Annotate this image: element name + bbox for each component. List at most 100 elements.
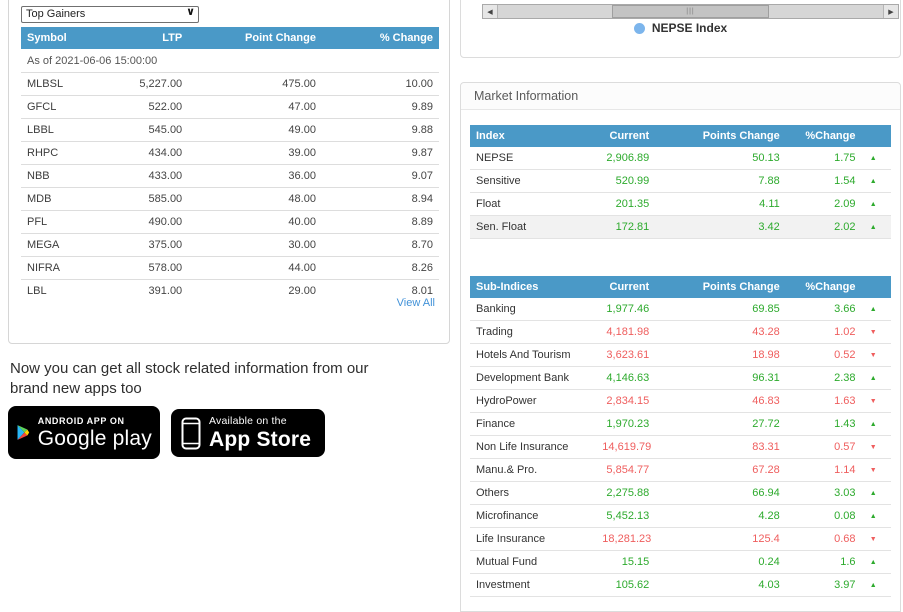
ltp-cell: 522.00 [104,95,189,119]
points-change-cell: 50.13 [655,147,786,170]
ltp-cell: 433.00 [104,164,189,188]
point-change-cell: 47.00 [188,95,322,119]
pct-change-cell: 3.66 [785,298,862,321]
market-index-row: Banking 1,977.46 69.85 3.66 ▲ [470,298,891,321]
index-name-cell: Sen. Float [470,215,597,239]
point-change-cell: 29.00 [188,279,322,302]
ltp-cell: 391.00 [104,279,189,302]
gainer-row: LBL 391.00 29.00 8.01 [21,279,439,302]
pct-change-cell: 2.02 [785,215,862,239]
google-play-icon [17,425,30,440]
points-change-cell: 43.28 [655,320,786,344]
legend-marker-icon [633,22,645,34]
market-index-row: Investment 105.62 4.03 3.97 ▲ [470,573,891,597]
market-index-row: Sen. Float 172.81 3.42 2.02 ▲ [470,215,891,239]
points-change-cell: 27.72 [655,412,786,436]
ltp-cell: 585.00 [104,187,189,211]
point-change-cell: 475.00 [188,72,322,96]
symbol-cell: RHPC [21,141,105,165]
app-store-icon [181,417,201,449]
current-value-cell: 2,275.88 [596,481,656,505]
chart-horizontal-scrollbar[interactable]: ◀ ||| ▶ [482,4,899,19]
ltp-cell: 434.00 [104,141,189,165]
index-name-cell: Trading [470,320,597,344]
google-play-badge[interactable]: ANDROID APP ON Google play [8,406,160,459]
index-name-cell: Microfinance [470,504,597,528]
top-gainers-table: Symbol LTP Point Change % Change As of 2… [21,27,439,302]
market-index-row: NEPSE 2,906.89 50.13 1.75 ▲ [470,147,891,170]
market-information-header: Market Information [461,83,900,110]
col-direction [861,276,891,298]
market-index-row: Development Bank 4,146.63 96.31 2.38 ▲ [470,366,891,390]
trend-arrow-icon: ▲ [861,412,891,436]
ltp-cell: 375.00 [104,233,189,257]
col-sub-indices: Sub-Indices [470,276,597,298]
app-store-badge[interactable]: Available on the App Store [171,409,325,457]
pct-change-cell: 2.09 [785,192,862,216]
gainers-filter-select[interactable]: Top Gainers [21,6,199,23]
scroll-right-button[interactable]: ▶ [883,5,898,18]
pct-change-cell: 8.94 [321,187,439,211]
gainer-row: PFL 490.00 40.00 8.89 [21,210,439,234]
current-value-cell: 1,970.23 [596,412,656,436]
trend-arrow-icon: ▼ [861,458,891,482]
points-change-cell: 66.94 [655,481,786,505]
points-change-cell: 4.28 [655,504,786,528]
promo-text: Now you can get all stock related inform… [10,360,369,398]
current-value-cell: 105.62 [596,573,656,597]
index-name-cell: Finance [470,412,597,436]
market-index-row: Non Life Insurance 14,619.79 83.31 0.57 … [470,435,891,459]
symbol-cell: NIFRA [21,256,105,280]
index-name-cell: Float [470,192,597,216]
pct-change-cell: 1.43 [785,412,862,436]
trend-arrow-icon: ▲ [861,550,891,574]
chart-legend-item[interactable]: NEPSE Index [461,21,900,35]
current-value-cell: 14,619.79 [596,435,656,459]
index-name-cell: Manu.& Pro. [470,458,597,482]
gainer-row: MLBSL 5,227.00 475.00 10.00 [21,72,439,96]
trend-arrow-icon: ▲ [861,147,891,170]
symbol-cell: MDB [21,187,105,211]
scroll-left-button[interactable]: ◀ [483,5,498,18]
pct-change-cell: 1.54 [785,169,862,193]
pct-change-cell: 8.89 [321,210,439,234]
pct-change-cell: 8.26 [321,256,439,280]
gainers-header-row: Symbol LTP Point Change % Change [21,27,439,49]
point-change-cell: 40.00 [188,210,322,234]
pct-change-cell: 10.00 [321,72,439,96]
top-gainers-panel: Top Gainers ∨ Symbol LTP Point Change % … [8,0,450,344]
points-change-cell: 69.85 [655,298,786,321]
points-change-cell: 4.03 [655,573,786,597]
pct-change-cell: 8.70 [321,233,439,257]
pct-change-cell: 9.87 [321,141,439,165]
market-index-row: Sensitive 520.99 7.88 1.54 ▲ [470,169,891,193]
current-value-cell: 2,834.15 [596,389,656,413]
symbol-cell: LBBL [21,118,105,142]
view-all-link[interactable]: View All [396,297,435,309]
points-change-cell: 18.98 [655,343,786,367]
gainer-row: RHPC 434.00 39.00 9.87 [21,141,439,165]
symbol-cell: PFL [21,210,105,234]
pct-change-cell: 3.03 [785,481,862,505]
col-symbol: Symbol [21,27,105,49]
points-change-cell: 4.11 [655,192,786,216]
market-index-row: Life Insurance 18,281.23 125.4 0.68 ▼ [470,527,891,551]
points-change-cell: 3.42 [655,215,786,239]
current-value-cell: 5,452.13 [596,504,656,528]
index-name-cell: Investment [470,573,597,597]
symbol-cell: GFCL [21,95,105,119]
trend-arrow-icon: ▼ [861,527,891,551]
point-change-cell: 44.00 [188,256,322,280]
point-change-cell: 39.00 [188,141,322,165]
pct-change-cell: 8.01 [321,279,439,302]
market-index-row: Others 2,275.88 66.94 3.03 ▲ [470,481,891,505]
scrollbar-thumb[interactable]: ||| [611,5,770,18]
points-change-cell: 46.83 [655,389,786,413]
col-pct-change: % Change [321,27,439,49]
index-name-cell: HydroPower [470,389,597,413]
gainer-row: NBB 433.00 36.00 9.07 [21,164,439,188]
pct-change-cell: 9.88 [321,118,439,142]
current-value-cell: 2,906.89 [596,147,656,170]
points-change-cell: 83.31 [655,435,786,459]
gainers-filter: Top Gainers ∨ [21,4,199,23]
